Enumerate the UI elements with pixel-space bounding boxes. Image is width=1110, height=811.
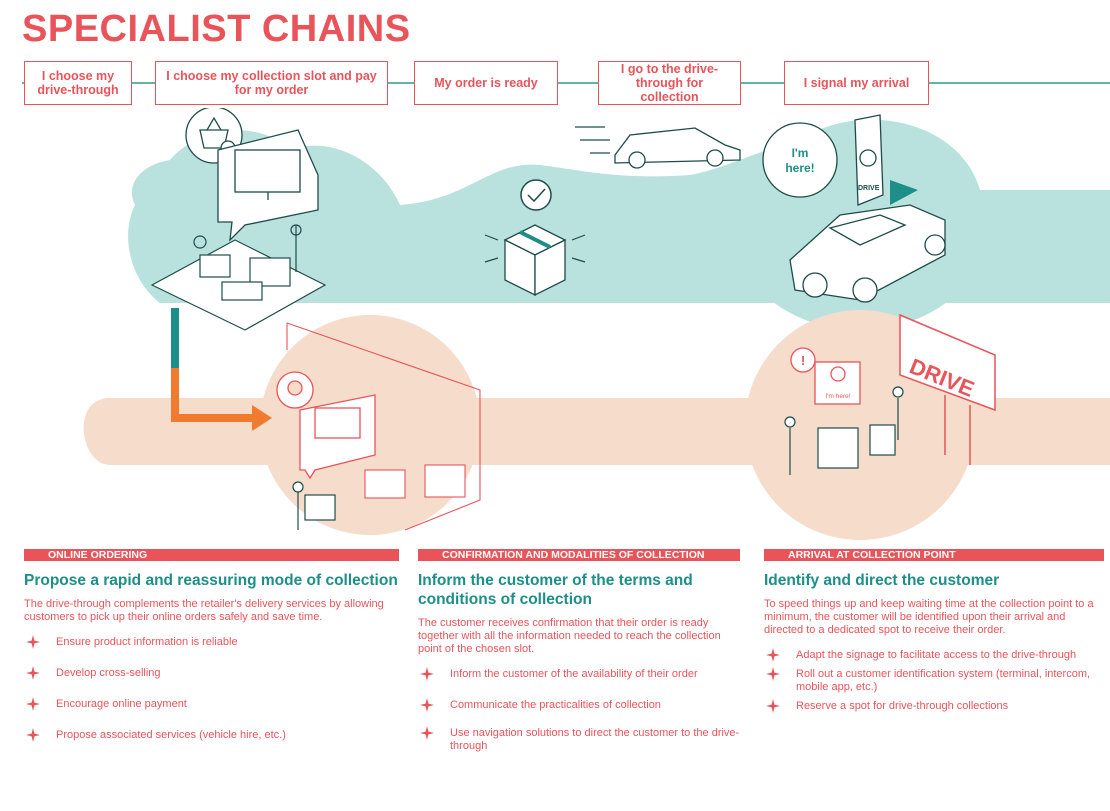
section-tag: ONLINE ORDERING: [24, 549, 399, 561]
bullet-list: Inform the customer of the availability …: [418, 667, 740, 753]
alert-bubble-icon: !: [790, 347, 816, 373]
list-item: Adapt the signage to facilitate access t…: [764, 648, 1104, 662]
phone-notification-bubble: I'm here!: [814, 361, 861, 405]
sparkle-icon: [420, 698, 434, 712]
sparkle-icon: [26, 728, 40, 742]
parcel-box-icon: [503, 224, 567, 297]
boxes-trolley-icon: [784, 386, 904, 475]
list-item: Use navigation solutions to direct the c…: [418, 726, 740, 753]
car-parked-icon: [789, 204, 946, 303]
svg-text:I'm: I'm: [792, 146, 809, 160]
section-tag: CONFIRMATION AND MODALITIES OF COLLECTIO…: [418, 549, 740, 561]
screen-bubble: [299, 394, 376, 480]
step-choose-drive-through: I choose my drive-through: [24, 61, 132, 105]
sparkle-icon: [26, 635, 40, 649]
timeline-line: [22, 82, 1110, 84]
car-driving-icon: [575, 126, 741, 169]
sparkle-icon: [766, 699, 780, 713]
page-title: SPECIALIST CHAINS: [22, 8, 411, 50]
list-item: Encourage online payment: [24, 697, 399, 711]
svg-text:!: !: [801, 353, 805, 368]
step-signal-arrival: I signal my arrival: [784, 61, 929, 105]
list-item: Propose associated services (vehicle hir…: [24, 728, 399, 742]
bullet-list: Ensure product information is reliable D…: [24, 635, 399, 742]
list-item: Communicate the practicalities of collec…: [418, 698, 740, 712]
sparkle-icon: [26, 666, 40, 680]
terminal-label: DRIVE: [858, 185, 880, 192]
sparkle-icon: [766, 667, 780, 681]
living-room-icon: [150, 224, 327, 331]
section-arrival: ARRIVAL AT COLLECTION POINT Identify and…: [764, 549, 1104, 713]
section-heading: Identify and direct the customer: [764, 572, 1000, 589]
sparkle-icon: [766, 648, 780, 662]
bullet-list: Adapt the signage to facilitate access t…: [764, 648, 1104, 713]
drive-terminal-icon: DRIVE: [854, 114, 884, 206]
woman-avatar-icon: [276, 371, 314, 409]
section-heading: Inform the customer of the terms and con…: [418, 572, 693, 608]
staff-with-boxes-icon: [292, 481, 336, 530]
section-text: The customer receives confirmation that …: [418, 617, 721, 655]
step-go-to-drive-through: I go to the drive-through for collection: [598, 61, 741, 105]
speech-bubble-im-here: I'm here!: [762, 122, 838, 198]
teal-connector: [171, 308, 179, 368]
section-online-ordering: ONLINE ORDERING Propose a rapid and reas…: [24, 549, 399, 742]
teal-arrow-sign: [890, 180, 918, 205]
step-order-ready: My order is ready: [414, 61, 558, 105]
list-item: Develop cross-selling: [24, 666, 399, 680]
phone-bubble-label: I'm here!: [825, 393, 850, 400]
section-tag: ARRIVAL AT COLLECTION POINT: [764, 549, 1104, 561]
orange-arrow: [171, 368, 255, 422]
section-text: The drive-through complements the retail…: [24, 598, 384, 623]
list-item: Roll out a customer identification syste…: [764, 667, 1104, 694]
store-interior-icon: [286, 322, 481, 531]
journey-illustration: I'm here! DRIVE DRIVE !: [83, 108, 1110, 540]
step-choose-slot-pay: I choose my collection slot and pay for …: [155, 61, 388, 105]
drive-sign: DRIVE: [899, 313, 996, 465]
sparkle-icon: [420, 726, 434, 740]
section-heading: Propose a rapid and reassuring mode of c…: [24, 572, 398, 589]
section-text: To speed things up and keep waiting time…: [764, 598, 1094, 636]
list-item: Ensure product information is reliable: [24, 635, 399, 649]
monitor-bubble: [217, 129, 319, 242]
sparkle-icon: [420, 667, 434, 681]
checkmark-icon: [520, 179, 552, 211]
svg-text:here!: here!: [785, 161, 814, 175]
list-item: Reserve a spot for drive-through collect…: [764, 699, 1104, 713]
section-confirmation: CONFIRMATION AND MODALITIES OF COLLECTIO…: [418, 549, 740, 753]
sparkle-icon: [26, 697, 40, 711]
list-item: Inform the customer of the availability …: [418, 667, 740, 681]
